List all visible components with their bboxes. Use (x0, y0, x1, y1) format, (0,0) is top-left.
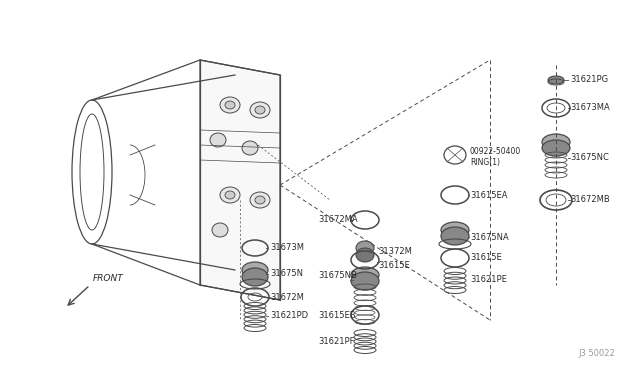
Ellipse shape (542, 140, 570, 156)
Ellipse shape (255, 196, 265, 204)
Text: 31672MB: 31672MB (570, 196, 610, 205)
Text: 31615E: 31615E (378, 260, 410, 269)
Ellipse shape (542, 134, 570, 150)
Ellipse shape (441, 222, 469, 238)
Polygon shape (200, 60, 280, 300)
Ellipse shape (548, 76, 564, 84)
Text: 31675NC: 31675NC (570, 154, 609, 163)
Text: 31621PG: 31621PG (570, 76, 608, 84)
Ellipse shape (255, 106, 265, 114)
Text: 31615EA: 31615EA (470, 190, 508, 199)
Ellipse shape (242, 141, 258, 155)
Ellipse shape (220, 187, 240, 203)
Text: FRONT: FRONT (93, 274, 124, 283)
Text: 00922-50400: 00922-50400 (470, 148, 521, 157)
Text: 31621PE: 31621PE (470, 276, 507, 285)
Ellipse shape (242, 262, 268, 278)
Text: 31615EB: 31615EB (318, 311, 356, 320)
Ellipse shape (225, 191, 235, 199)
Text: 31672MA: 31672MA (318, 215, 358, 224)
Text: 31673MA: 31673MA (570, 103, 610, 112)
Ellipse shape (250, 102, 270, 118)
Ellipse shape (212, 223, 228, 237)
Ellipse shape (441, 227, 469, 245)
Ellipse shape (356, 248, 374, 262)
Ellipse shape (225, 101, 235, 109)
Text: 31673M: 31673M (270, 244, 304, 253)
Ellipse shape (351, 272, 379, 290)
Ellipse shape (242, 268, 268, 286)
Ellipse shape (210, 133, 226, 147)
Text: RING(1): RING(1) (470, 157, 500, 167)
Ellipse shape (356, 241, 374, 255)
Text: J3 50022: J3 50022 (579, 349, 615, 358)
Text: 31675NA: 31675NA (470, 232, 509, 241)
Text: 31372M: 31372M (378, 247, 412, 257)
Text: 31621PF: 31621PF (318, 337, 355, 346)
Text: 31675NB: 31675NB (318, 270, 357, 279)
Text: 31672M: 31672M (270, 292, 304, 301)
Text: 31621PD: 31621PD (270, 311, 308, 321)
Text: 31615E: 31615E (470, 253, 502, 263)
Ellipse shape (220, 97, 240, 113)
Ellipse shape (250, 192, 270, 208)
Text: 31675N: 31675N (270, 269, 303, 279)
Ellipse shape (351, 267, 379, 283)
